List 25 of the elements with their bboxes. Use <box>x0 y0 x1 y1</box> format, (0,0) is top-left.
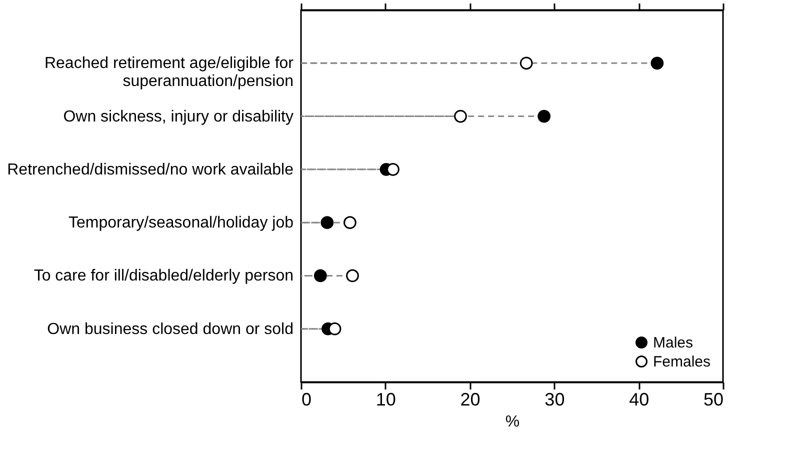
x-tick-label: 20 <box>460 390 480 410</box>
point <box>520 56 533 70</box>
point <box>454 110 467 123</box>
y-tick-label: Retrenched/dismissed/no work available <box>7 161 294 178</box>
x-axis-title: % <box>505 414 520 430</box>
y-tick-label: Own business closed down or sold <box>47 320 294 338</box>
y-tick-label: Own sickness, injury or disability <box>63 108 294 126</box>
point <box>386 162 400 176</box>
point <box>344 216 356 230</box>
x-tick-label: 40 <box>629 390 650 410</box>
legend-label: Females <box>653 354 711 370</box>
point <box>650 56 664 70</box>
y-tick-label: Temporary/seasonal/holiday job <box>68 214 294 232</box>
point <box>328 322 342 336</box>
y-tick-label: To care for ill/disabled/elderly person <box>34 268 294 285</box>
x-tick-label: 50 <box>703 390 724 410</box>
legend-label: Males <box>653 334 694 352</box>
point <box>320 216 334 230</box>
y-tick-label: Reached retirement age/eligible for superannuation/pension <box>44 55 294 90</box>
x-tick-label: 0 <box>302 390 312 410</box>
point <box>314 269 327 282</box>
x-tick-label: 10 <box>376 390 396 410</box>
point <box>538 110 551 123</box>
x-tick-label: 30 <box>544 390 565 410</box>
point <box>346 269 359 282</box>
